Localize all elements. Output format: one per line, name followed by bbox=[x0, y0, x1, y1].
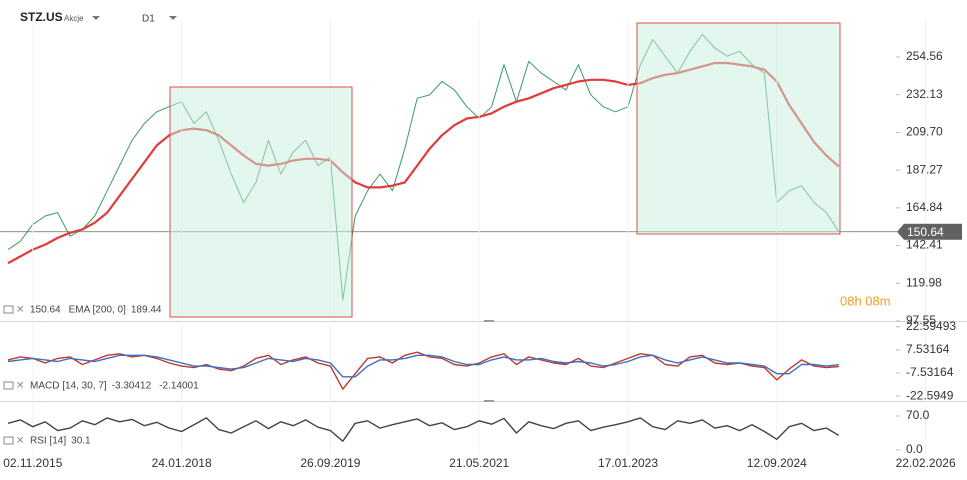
legend-value: -3.30412 bbox=[112, 381, 152, 392]
legend-value: 30.1 bbox=[71, 436, 91, 447]
x-tick-label: 22.02.2026 bbox=[896, 456, 956, 470]
legend-icon bbox=[3, 436, 14, 445]
x-tick-label: 02.11.2015 bbox=[3, 456, 62, 470]
labels: 254.56 232.13 209.70 187.27 164.84 142.41 119.… bbox=[3, 49, 962, 470]
legend-value: -2.14001 bbox=[159, 381, 199, 392]
y-tick-label: 232.13 bbox=[906, 87, 943, 101]
x-tick-label: 26.09.2019 bbox=[300, 456, 360, 470]
y-tick-label: 254.56 bbox=[906, 49, 943, 63]
pane-handle[interactable] bbox=[484, 400, 494, 402]
y-tick-label: 209.70 bbox=[906, 125, 943, 139]
x-tick-label: 17.01.2023 bbox=[598, 456, 658, 470]
series-line bbox=[7, 354, 839, 378]
x-tick-label: 21.05.2021 bbox=[449, 456, 509, 470]
y-tick-label: 70.0 bbox=[906, 408, 930, 422]
y-tick-label: 119.98 bbox=[906, 275, 942, 289]
symbol[interactable]: STZ.US bbox=[20, 10, 63, 24]
pane-handle[interactable] bbox=[484, 320, 494, 322]
series-line bbox=[7, 417, 840, 442]
highlight-box bbox=[169, 86, 353, 318]
dropdown-arrow[interactable] bbox=[169, 16, 177, 20]
interval[interactable]: D1 bbox=[142, 14, 155, 25]
y-tick-label: 0.0 bbox=[906, 442, 923, 456]
legend-label: EMA [200, 0] bbox=[69, 305, 126, 316]
legend-icon bbox=[3, 381, 14, 390]
y-tick-label: 22.59493 bbox=[906, 319, 956, 333]
y-tick-label: 187.27 bbox=[906, 162, 943, 176]
x-tick-label: 12.09.2024 bbox=[747, 456, 807, 470]
legend-close: ✕ bbox=[16, 436, 24, 447]
legend-label: MACD [14, 30, 7] bbox=[30, 381, 107, 392]
current-price-box bbox=[897, 223, 962, 240]
x-tick-label: 24.01.2018 bbox=[152, 456, 212, 470]
legend-value: 150.64 bbox=[30, 305, 61, 316]
legend-icon bbox=[3, 305, 14, 314]
y-tick-label: 164.84 bbox=[906, 200, 943, 214]
highlight-box bbox=[636, 22, 841, 235]
y-tick-label: 7.53164 bbox=[906, 342, 950, 356]
y-tick-label: -22.5949 bbox=[906, 388, 954, 402]
legend-value: 189.44 bbox=[131, 305, 162, 316]
header: STZ.US Akcje D1 bbox=[20, 10, 177, 25]
countdown: 08h 08m bbox=[840, 293, 891, 308]
y-tick-label: 97.55 bbox=[906, 313, 936, 327]
current-price-label: 150.64 bbox=[907, 225, 944, 239]
asset-class: Akcje bbox=[64, 14, 84, 23]
y-tick-label: -7.53164 bbox=[906, 365, 954, 379]
dropdown-arrow[interactable] bbox=[92, 16, 100, 20]
legend-close: ✕ bbox=[16, 381, 24, 392]
legend-close: ✕ bbox=[16, 305, 24, 316]
legend-label: RSI [14] bbox=[30, 436, 66, 447]
y-tick-label: 142.41 bbox=[906, 238, 943, 252]
